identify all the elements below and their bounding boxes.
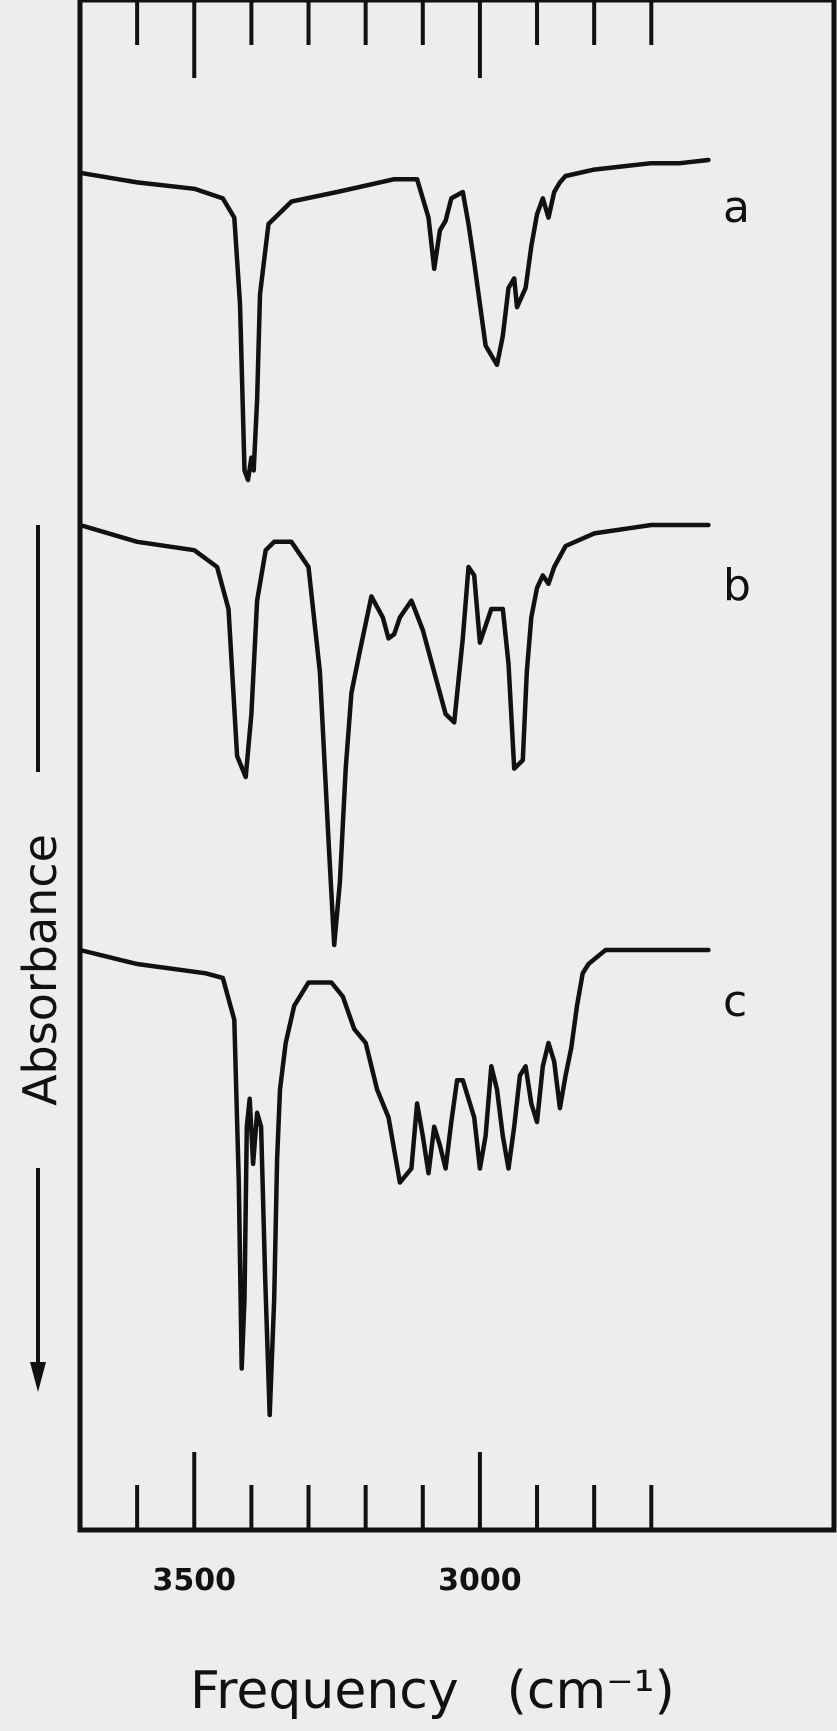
spectra-traces <box>77 157 711 1418</box>
top-axis-ticks <box>135 0 654 78</box>
x-tick-labels: 3500 3000 <box>153 1563 522 1598</box>
y-axis-label-group: Absorbance <box>13 525 67 1392</box>
y-arrow-head <box>30 1362 46 1392</box>
spectrum-trace-b <box>77 522 711 948</box>
x-tick-label-3500: 3500 <box>153 1563 237 1598</box>
y-axis-label: Absorbance <box>13 834 67 1106</box>
series-labels: a b c <box>723 182 751 1027</box>
series-label-c: c <box>723 976 747 1027</box>
x-tick-label-3000: 3000 <box>438 1563 522 1598</box>
spectrum-trace-c <box>77 947 711 1418</box>
series-label-a: a <box>723 182 750 233</box>
x-axis-label: Frequency (cm⁻¹) <box>190 1661 675 1721</box>
bottom-axis-ticks <box>135 1452 654 1530</box>
series-label-b: b <box>723 560 751 611</box>
spectrum-trace-a <box>77 157 711 483</box>
plot-frame <box>77 0 837 1533</box>
